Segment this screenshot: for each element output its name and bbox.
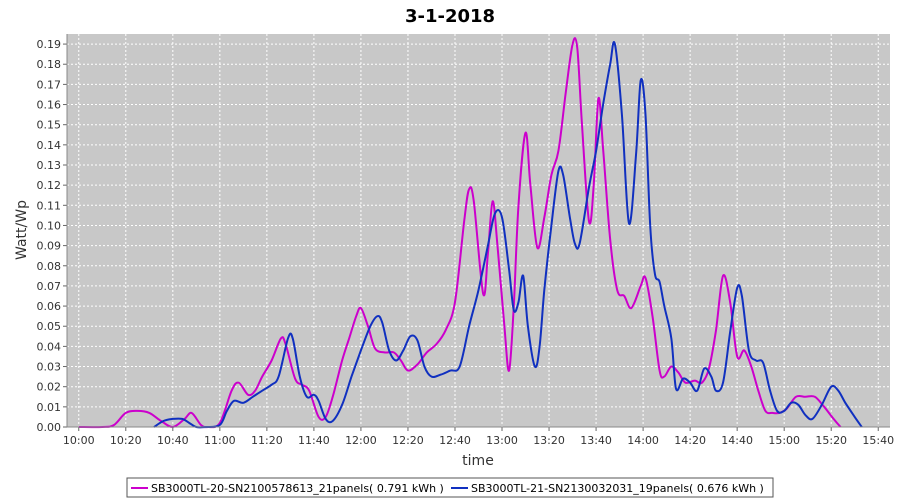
y-tick-label: 0.04 (37, 340, 62, 353)
x-tick-label: 13:20 (533, 434, 565, 447)
chart-title: 3-1-2018 (405, 6, 495, 27)
y-tick-label: 0.00 (37, 421, 62, 434)
y-axis: 0.00 0.01 0.02 0.03 0.04 0.05 0.06 0.07 0.08 0.09… (37, 34, 68, 434)
y-tick-label: 0.06 (37, 300, 62, 313)
y-axis-label: Watt/Wp (14, 200, 30, 260)
legend: SB3000TL-20-SN2100578613_21panels( 0.791… (126, 477, 774, 498)
y-tick-label: 0.07 (37, 280, 62, 293)
x-tick-label: 10:40 (157, 434, 189, 447)
y-tick-label: 0.19 (37, 38, 62, 51)
x-tick-label: 13:40 (580, 434, 612, 447)
y-tick-label: 0.15 (37, 119, 62, 132)
x-axis-label: time (462, 453, 494, 469)
y-tick-label: 0.11 (37, 199, 62, 212)
y-tick-label: 0.05 (37, 320, 62, 333)
x-tick-label: 13:00 (486, 434, 518, 447)
y-tick-label: 0.02 (37, 381, 62, 394)
x-axis: 10:00 10:20 10:40 11:00 11:20 11:40 12:00 12:20… (63, 426, 894, 447)
x-tick-label: 15:20 (815, 434, 847, 447)
y-tick-label: 0.12 (37, 179, 62, 192)
x-tick-label: 15:00 (768, 434, 800, 447)
legend-item-0: SB3000TL-20-SN2100578613_21panels( 0.791… (151, 482, 444, 495)
y-tick-label: 0.17 (37, 78, 62, 91)
y-tick-label: 0.18 (37, 58, 62, 71)
plot-area (67, 34, 890, 427)
y-tick-label: 0.03 (37, 361, 62, 374)
x-tick-label: 15:40 (862, 434, 894, 447)
y-tick-label: 0.13 (37, 159, 62, 172)
x-tick-label: 14:40 (721, 434, 753, 447)
y-tick-label: 0.10 (37, 219, 62, 232)
x-tick-label: 12:00 (345, 434, 377, 447)
y-tick-label: 0.14 (37, 139, 62, 152)
x-tick-label: 11:40 (298, 434, 330, 447)
x-tick-label: 12:40 (439, 434, 471, 447)
x-tick-label: 14:00 (627, 434, 659, 447)
x-tick-label: 14:20 (674, 434, 706, 447)
series-layer (78, 37, 863, 429)
y-tick-label: 0.09 (37, 240, 62, 253)
x-tick-label: 10:20 (110, 434, 142, 447)
y-tick-label: 0.01 (37, 401, 62, 414)
x-tick-label: 11:20 (251, 434, 283, 447)
x-tick-label: 11:00 (204, 434, 236, 447)
x-tick-label: 10:00 (63, 434, 95, 447)
x-tick-label: 12:20 (392, 434, 424, 447)
legend-box (126, 477, 774, 498)
series-line-1 (153, 41, 863, 429)
grid-lines (67, 34, 890, 428)
y-tick-label: 0.16 (37, 99, 62, 112)
legend-item-1: SB3000TL-21-SN2130032031_19panels( 0.676… (471, 482, 764, 495)
y-tick-label: 0.08 (37, 260, 62, 273)
series-line-0 (78, 37, 842, 429)
